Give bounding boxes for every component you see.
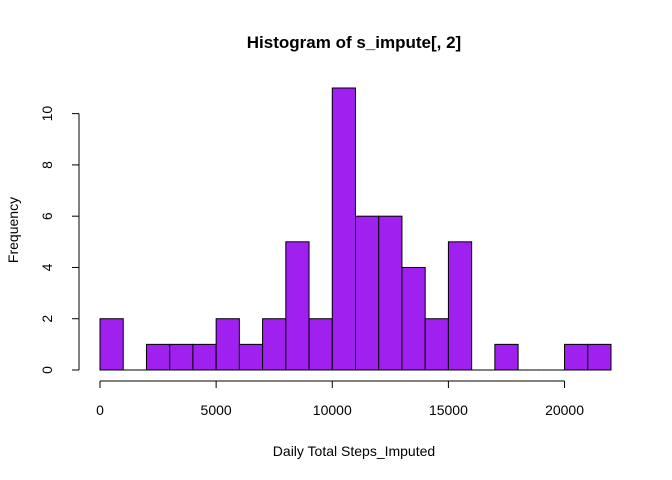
histogram-bar	[238, 343, 264, 371]
chart-title: Histogram of s_impute[, 2]	[247, 33, 461, 52]
histogram-bar	[262, 318, 287, 371]
histogram-bar	[494, 343, 519, 371]
x-axis-label: Daily Total Steps_Imputed	[273, 443, 435, 459]
histogram-bar	[192, 343, 217, 371]
histogram-bar	[285, 241, 310, 371]
histogram-bar	[587, 343, 612, 371]
histogram-bar	[308, 318, 333, 371]
y-tick-label: 6	[39, 212, 55, 220]
y-tick-label: 8	[39, 161, 55, 169]
histogram-bar	[99, 318, 124, 371]
y-tick-label: 2	[39, 315, 55, 323]
histogram-bar	[145, 343, 171, 371]
y-tick-label: 10	[39, 106, 55, 122]
y-axis: 0 2 4 6 8 10	[39, 106, 80, 374]
x-tick-label: 5000	[201, 402, 232, 418]
x-tick-label: 10000	[313, 402, 352, 418]
histogram-bar	[401, 266, 426, 371]
histogram-bar	[355, 215, 380, 371]
x-tick-label: 0	[96, 402, 104, 418]
histogram-bar	[169, 343, 194, 371]
y-tick-label: 4	[39, 263, 55, 271]
histogram-bar	[331, 87, 357, 371]
x-tick-label: 15000	[429, 402, 468, 418]
y-axis-label: Frequency	[5, 197, 21, 263]
histogram-bar	[447, 241, 473, 371]
x-axis: 0 5000 10000 15000 20000	[96, 380, 584, 418]
histogram-bar	[564, 343, 589, 371]
x-tick-label: 20000	[545, 402, 584, 418]
histogram-bar	[424, 318, 449, 371]
histogram-bar	[378, 215, 403, 371]
bars-layer	[99, 87, 612, 371]
y-tick-label: 0	[39, 366, 55, 374]
histogram-bar	[215, 318, 240, 371]
